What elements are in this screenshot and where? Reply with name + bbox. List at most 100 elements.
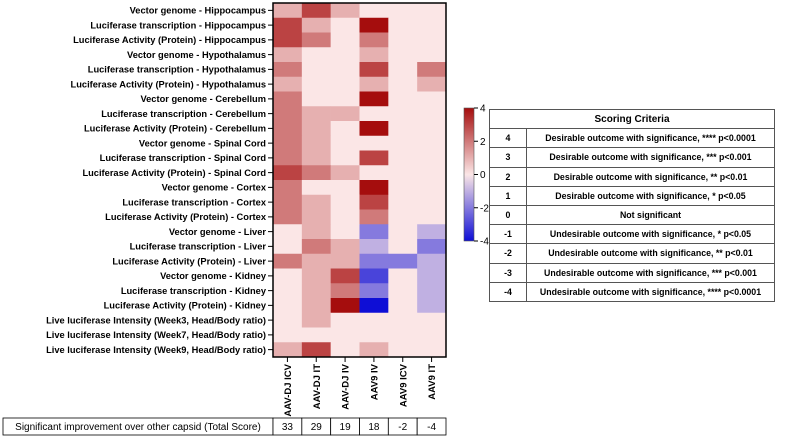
- row-label: Luciferase Activity (Protein) - Hypothal…: [71, 79, 266, 89]
- criteria-row: 1 Desirable outcome with significance, * …: [489, 185, 775, 206]
- criteria-score: -2: [489, 243, 527, 264]
- heatmap-cell: [359, 283, 389, 299]
- heatmap-cell: [388, 135, 418, 151]
- row-label: Vector genome - Kidney: [160, 271, 267, 281]
- heatmap-cell: [388, 327, 418, 343]
- heatmap-cell: [388, 91, 418, 107]
- heatmap-cell: [359, 165, 389, 181]
- heatmap-cell: [330, 165, 360, 181]
- heatmap-cell: [417, 253, 447, 269]
- heatmap-cell: [301, 91, 331, 107]
- heatmap-cell: [388, 3, 418, 19]
- heatmap-cell: [388, 150, 418, 166]
- criteria-row: 0 Not significant: [489, 204, 775, 226]
- heatmap-cell: [388, 32, 418, 48]
- heatmap-cell: [359, 3, 389, 19]
- heatmap-cell: [359, 224, 389, 240]
- heatmap-cell: [417, 268, 447, 284]
- heatmap-cell: [388, 165, 418, 181]
- criteria-row: -1 Undesirable outcome with significance,…: [489, 224, 775, 245]
- heatmap-cell: [417, 17, 447, 33]
- heatmap-cell: [359, 150, 389, 166]
- heatmap-cell: [301, 312, 331, 328]
- criteria-score: 3: [489, 147, 527, 168]
- heatmap-cell: [301, 342, 331, 358]
- heatmap-cell: [273, 106, 303, 122]
- row-label: Luciferase transcription - Kidney: [121, 286, 267, 296]
- column-label: AAV-DJ ICV: [283, 363, 294, 416]
- heatmap-cell: [359, 135, 389, 151]
- row-label: Luciferase Activity (Protein) - Hippocam…: [73, 35, 266, 45]
- criteria-description: Undesirable outcome with significance, *…: [526, 262, 775, 283]
- heatmap-cell: [273, 91, 303, 107]
- heatmap-cell: [417, 121, 447, 137]
- heatmap-cell: [388, 253, 418, 269]
- heatmap-cell: [273, 165, 303, 181]
- criteria-score: 4: [489, 128, 527, 149]
- heatmap-cell: [417, 327, 447, 343]
- heatmap-cell: [301, 165, 331, 181]
- heatmap-cell: [330, 327, 360, 343]
- heatmap-cell: [388, 283, 418, 299]
- total-score-value: -4: [427, 422, 436, 433]
- heatmap-cell: [330, 253, 360, 269]
- heatmap-cell: [417, 3, 447, 19]
- criteria-row: 4 Desirable outcome with significance, **…: [489, 128, 775, 149]
- heatmap-cell: [388, 121, 418, 137]
- heatmap-cell: [330, 3, 360, 19]
- total-score-value: 18: [368, 422, 380, 433]
- heatmap-cell: [388, 268, 418, 284]
- heatmap-cell: [359, 194, 389, 210]
- heatmap-cell: [388, 62, 418, 78]
- heatmap-cell: [330, 121, 360, 137]
- colorbar-tick-label: 0: [480, 170, 486, 181]
- heatmap-cell: [388, 312, 418, 328]
- heatmap-cell: [359, 253, 389, 269]
- heatmap-cell: [273, 32, 303, 48]
- heatmap-cell: [301, 209, 331, 225]
- heatmap-cell: [417, 180, 447, 196]
- heatmap-cell: [417, 150, 447, 166]
- criteria-row: -4 Undesirable outcome with significance,…: [489, 281, 775, 302]
- heatmap-cell: [417, 298, 447, 314]
- total-score-value: -2: [398, 422, 407, 433]
- criteria-row: -3 Undesirable outcome with significance,…: [489, 262, 775, 283]
- criteria-row: 2 Desirable outcome with significance, **…: [489, 166, 775, 187]
- colorbar: [463, 107, 475, 242]
- heatmap-cell: [417, 224, 447, 240]
- heatmap-cell: [301, 62, 331, 78]
- heatmap-cell: [388, 180, 418, 196]
- heatmap-cell: [330, 342, 360, 358]
- heatmap-cell: [417, 239, 447, 255]
- heatmap-cell: [330, 209, 360, 225]
- row-label: Luciferase Activity (Protein) - Liver: [112, 256, 266, 266]
- heatmap-cell: [301, 76, 331, 92]
- heatmap-cell: [273, 298, 303, 314]
- total-score-label: Significant improvement over other capsi…: [15, 422, 261, 433]
- heatmap-cell: [359, 62, 389, 78]
- row-label: Live luciferase Intensity (Week9, Head/B…: [46, 345, 266, 355]
- heatmap-cell: [301, 194, 331, 210]
- criteria-score: 0: [489, 204, 527, 226]
- heatmap-cell: [388, 17, 418, 33]
- scoring-criteria-table: Scoring Criteria 4 Desirable outcome with…: [489, 108, 775, 302]
- heatmap-cell: [273, 150, 303, 166]
- heatmap-cell: [301, 253, 331, 269]
- row-label: Vector genome - Hypothalamus: [127, 50, 266, 60]
- heatmap-cell: [330, 194, 360, 210]
- heatmap-cell: [273, 135, 303, 151]
- heatmap-cell: [417, 91, 447, 107]
- column-label: AAV9 ICV: [398, 363, 409, 407]
- heatmap-cell: [301, 180, 331, 196]
- row-label: Vector genome - Liver: [169, 227, 267, 237]
- row-label: Luciferase transcription - Hippocampus: [90, 20, 266, 30]
- criteria-score: -1: [489, 224, 527, 245]
- column-label: AAV-DJ IV: [341, 363, 352, 409]
- heatmap-cell: [417, 62, 447, 78]
- heatmap-cell: [388, 194, 418, 210]
- heatmap-cell: [273, 76, 303, 92]
- heatmap-cell: [359, 32, 389, 48]
- heatmap-cell: [417, 47, 447, 63]
- heatmap-cell: [388, 342, 418, 358]
- row-label: Luciferase transcription - Hypothalamus: [88, 65, 266, 75]
